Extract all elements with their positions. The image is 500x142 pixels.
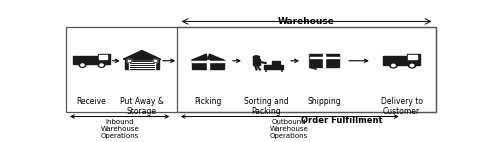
Polygon shape	[208, 56, 224, 60]
Bar	[310, 57, 338, 58]
Bar	[99, 55, 108, 59]
Bar	[192, 60, 224, 69]
Polygon shape	[192, 56, 208, 60]
Bar	[66, 27, 436, 112]
Text: Shipping: Shipping	[307, 97, 341, 106]
Bar	[152, 59, 158, 62]
Bar	[408, 55, 417, 59]
Bar	[407, 54, 420, 65]
Polygon shape	[123, 51, 161, 59]
Polygon shape	[192, 54, 208, 60]
Bar	[384, 56, 407, 65]
Text: Outbound
Warehouse
Operations: Outbound Warehouse Operations	[270, 119, 308, 138]
Bar	[310, 54, 338, 67]
Bar	[253, 59, 260, 65]
Bar	[126, 59, 132, 62]
Polygon shape	[208, 54, 224, 60]
Text: Receive: Receive	[76, 97, 106, 106]
Text: Sorting and
Packing: Sorting and Packing	[244, 97, 288, 116]
Text: Put Away &
Storage: Put Away & Storage	[120, 97, 164, 116]
Bar	[206, 60, 209, 69]
Ellipse shape	[98, 63, 105, 67]
Ellipse shape	[390, 63, 397, 68]
Bar	[323, 54, 325, 67]
Ellipse shape	[254, 56, 260, 60]
Text: Picking: Picking	[194, 97, 222, 106]
Bar	[125, 59, 159, 69]
Text: Order Fulfillment: Order Fulfillment	[300, 116, 382, 125]
Text: Warehouse: Warehouse	[278, 17, 335, 26]
Text: Inbound
Warehouse
Operations: Inbound Warehouse Operations	[100, 119, 139, 138]
Bar	[129, 61, 155, 69]
Bar	[126, 59, 132, 62]
Ellipse shape	[392, 64, 395, 67]
Text: Delivery to
Customer: Delivery to Customer	[380, 97, 422, 116]
Ellipse shape	[100, 64, 103, 66]
Bar	[152, 59, 158, 62]
Bar	[98, 54, 110, 64]
Ellipse shape	[81, 64, 84, 66]
Polygon shape	[310, 54, 316, 69]
Bar	[74, 56, 98, 64]
Bar	[254, 56, 260, 57]
Bar	[192, 61, 224, 62]
Ellipse shape	[79, 63, 86, 67]
Bar	[177, 27, 436, 112]
Bar	[272, 61, 280, 65]
Bar	[264, 65, 283, 69]
Ellipse shape	[408, 63, 416, 68]
Ellipse shape	[410, 64, 414, 67]
